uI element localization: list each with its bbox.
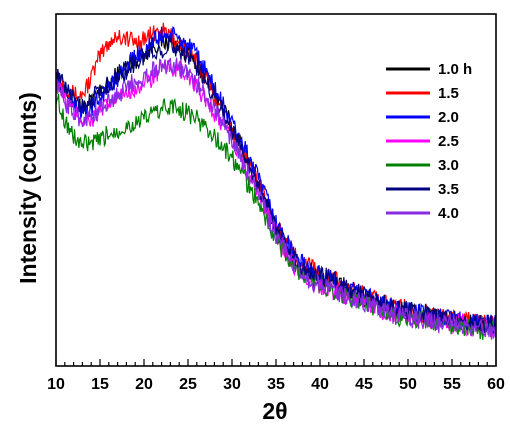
legend-label: 3.0 — [438, 157, 459, 174]
series-line-2-0 — [55, 26, 497, 332]
series-line-3-5 — [55, 35, 497, 335]
y-axis-title: Intensity (counts) — [15, 92, 41, 284]
x-tick-label: 40 — [311, 376, 329, 393]
series-line-1-0h — [55, 33, 497, 334]
legend: 1.0 h 1.5 2.0 2.5 3.0 3.5 4.0 — [386, 61, 472, 222]
x-tick-label: 35 — [267, 376, 285, 393]
legend-label: 2.5 — [438, 133, 459, 150]
series-line-2-5 — [55, 59, 497, 339]
legend-label: 3.5 — [438, 181, 459, 198]
legend-label: 1.5 — [438, 85, 459, 102]
x-tick-label: 55 — [443, 376, 461, 393]
x-tick-label: 50 — [399, 376, 417, 393]
series-group — [55, 22, 497, 340]
x-axis-title: 2θ — [262, 398, 287, 424]
x-tick-label: 30 — [223, 376, 241, 393]
x-tick-label: 10 — [47, 376, 65, 393]
x-tick-label: 15 — [91, 376, 109, 393]
x-tick-label: 45 — [355, 376, 373, 393]
series-line-4-0 — [55, 57, 497, 340]
x-tick-label: 20 — [135, 376, 153, 393]
x-tick-label: 25 — [179, 376, 197, 393]
axes-group: 10 15 20 25 30 35 40 45 50 55 60 — [47, 13, 505, 393]
legend-label: 2.0 — [438, 109, 459, 126]
x-tick-label: 60 — [487, 376, 505, 393]
legend-label: 4.0 — [438, 205, 459, 222]
legend-label: 1.0 h — [438, 61, 472, 78]
